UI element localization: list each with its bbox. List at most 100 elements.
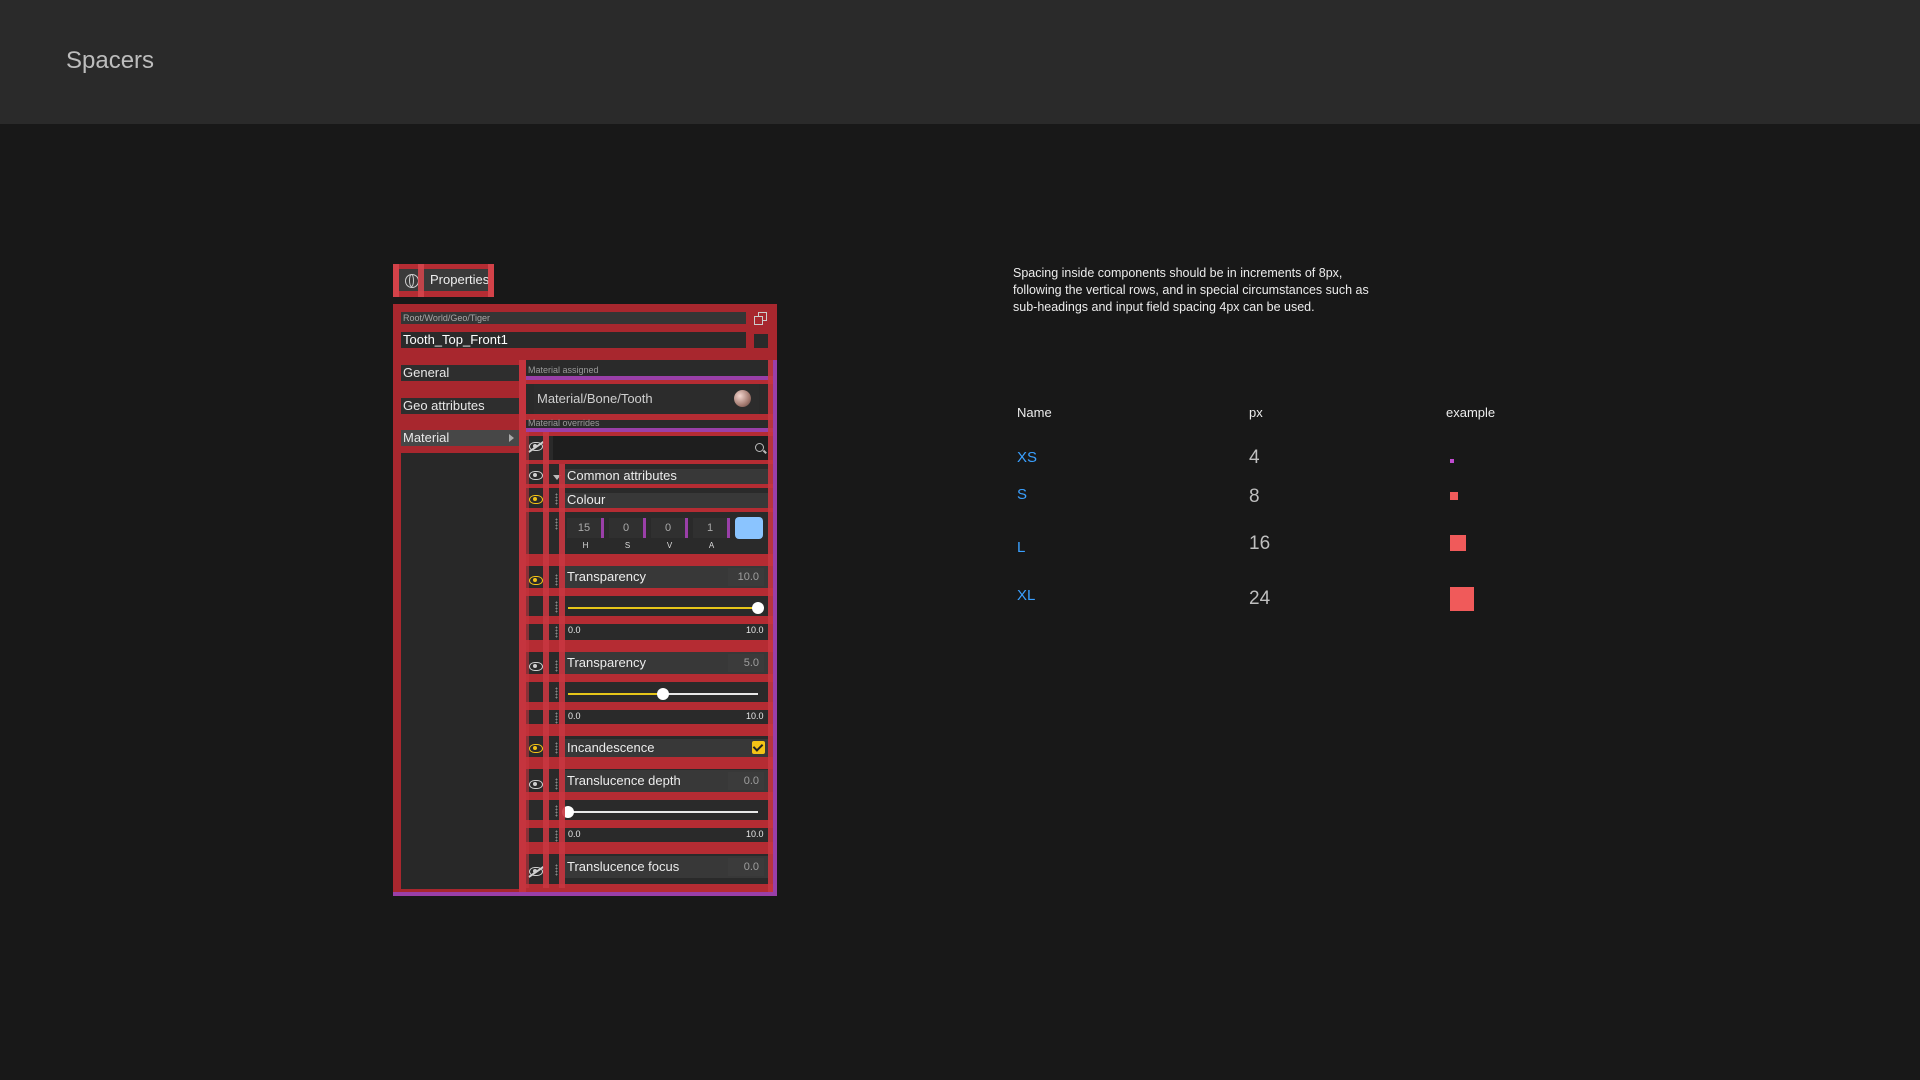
eye-icon[interactable] xyxy=(529,471,543,480)
eye-icon[interactable] xyxy=(529,576,543,585)
sidebar-item-geo-attributes[interactable]: Geo attributes xyxy=(401,398,519,414)
sidebar-item-material[interactable]: Material xyxy=(401,430,519,446)
grip-icon[interactable] xyxy=(555,626,558,638)
spacer-example-l xyxy=(1450,535,1466,551)
chevron-down-icon[interactable] xyxy=(553,475,561,480)
spacer-guide xyxy=(526,757,773,769)
breadcrumb: Root/World/Geo/Tiger xyxy=(401,312,746,324)
spacer-px-xs: 4 xyxy=(1249,447,1260,468)
incandescence-label: Incandescence xyxy=(567,740,655,755)
spacer-guide xyxy=(526,432,529,888)
eye-icon[interactable] xyxy=(529,780,543,789)
colour-label: Colour xyxy=(567,492,606,507)
grip-icon[interactable] xyxy=(555,712,558,724)
hue-input[interactable]: 15 xyxy=(567,518,604,538)
properties-panel: Properties Root/World/Geo/Tiger Tooth_To… xyxy=(393,264,777,896)
transparency-row: Transparency 10.0 xyxy=(565,566,768,588)
top-bar: Spacers xyxy=(0,0,1920,124)
spacer-guide xyxy=(526,380,773,384)
translucence-depth-value[interactable]: 0.0 xyxy=(728,772,764,790)
spacer-px-xl: 24 xyxy=(1249,588,1271,609)
eye-icon[interactable] xyxy=(529,744,543,753)
grip-icon[interactable] xyxy=(555,493,558,505)
spacer-guide xyxy=(543,432,549,888)
sidebar-item-general[interactable]: General xyxy=(401,365,519,381)
spacer-guide xyxy=(526,588,773,596)
transparency-label: Transparency xyxy=(567,655,646,670)
spacer-guide xyxy=(526,724,773,736)
transparency-slider-fill xyxy=(568,693,663,695)
spacer-guide xyxy=(488,264,494,297)
grip-icon[interactable] xyxy=(555,742,558,754)
search-input[interactable] xyxy=(553,436,773,460)
grip-icon[interactable] xyxy=(555,805,558,817)
spacer-guide-purple xyxy=(773,360,777,896)
column-header-example: example xyxy=(1446,405,1496,420)
properties-tab[interactable]: Properties xyxy=(393,264,494,297)
grip-icon[interactable] xyxy=(555,601,558,613)
grip-icon[interactable] xyxy=(555,778,558,790)
grip-icon[interactable] xyxy=(555,518,558,530)
translucence-focus-label: Translucence focus xyxy=(567,859,680,874)
material-overrides-label: Material overrides xyxy=(528,418,600,428)
translucence-slider-track[interactable] xyxy=(568,811,758,813)
transparency-slider-knob[interactable] xyxy=(752,602,764,614)
spacer-name-xs: XS xyxy=(1017,449,1038,466)
spacer-guide xyxy=(526,702,773,710)
spacer-px-l: 16 xyxy=(1249,533,1271,554)
spacer-guide xyxy=(393,264,399,297)
column-header-name: Name xyxy=(1017,405,1052,420)
spacer-guide-purple xyxy=(526,376,773,380)
material-field[interactable]: Material/Bone/Tooth xyxy=(534,384,759,414)
value-input[interactable]: 0 xyxy=(651,518,688,538)
translucence-slider-knob[interactable] xyxy=(562,806,574,818)
translucence-focus-value[interactable]: 0.0 xyxy=(728,858,764,876)
search-icon[interactable] xyxy=(755,443,764,452)
translucence-depth-label: Translucence depth xyxy=(567,773,681,788)
eye-icon[interactable] xyxy=(529,495,543,504)
saturation-input[interactable]: 0 xyxy=(609,518,646,538)
material-sphere-icon xyxy=(734,390,751,407)
grip-icon[interactable] xyxy=(555,574,558,586)
sidebar-item-label: Material xyxy=(403,430,450,445)
eye-off-icon[interactable] xyxy=(529,442,543,451)
copy-icon[interactable] xyxy=(754,312,768,326)
eye-off-icon[interactable] xyxy=(529,867,543,876)
colour-swatch[interactable] xyxy=(735,517,763,539)
transparency-value[interactable]: 10.0 xyxy=(728,568,764,586)
spacer-guide xyxy=(526,820,773,828)
spacer-guide xyxy=(526,460,773,464)
incandescence-checkbox[interactable] xyxy=(752,741,765,754)
spacing-description: Spacing inside components should be in i… xyxy=(1013,266,1369,314)
transparency-row: Transparency 5.0 xyxy=(565,652,768,674)
spacer-name-xl: XL xyxy=(1017,587,1036,604)
spacer-guide xyxy=(526,616,773,624)
alpha-input[interactable]: 1 xyxy=(693,518,730,538)
sidebar-empty-area xyxy=(401,453,519,889)
hsva-letter: A xyxy=(708,541,715,550)
spacer-guide xyxy=(526,792,773,800)
common-attributes-header[interactable]: Common attributes xyxy=(565,468,768,484)
spacer-guide xyxy=(526,484,773,488)
grip-icon[interactable] xyxy=(555,687,558,699)
colour-row: Colour xyxy=(565,492,768,508)
hsva-letter: S xyxy=(624,541,631,550)
spacer-guide xyxy=(526,414,773,420)
grip-icon[interactable] xyxy=(555,660,558,672)
eye-icon[interactable] xyxy=(529,662,543,671)
sidebar-item-label: General xyxy=(403,365,450,380)
spacer-guide xyxy=(526,674,773,682)
translucence-focus-row: Translucence focus 0.0 xyxy=(565,856,768,878)
object-name-field[interactable]: Tooth_Top_Front1 xyxy=(401,332,746,348)
sidebar-item-label: Geo attributes xyxy=(403,398,485,413)
grip-icon[interactable] xyxy=(555,864,558,876)
spacer-example-xs xyxy=(1450,459,1454,463)
transparency-value[interactable]: 5.0 xyxy=(728,654,764,672)
incandescence-row: Incandescence xyxy=(565,739,768,757)
slider-min: 0.0 xyxy=(568,829,581,839)
grip-icon[interactable] xyxy=(555,830,558,842)
spacer-name-s: S xyxy=(1017,486,1028,503)
slider-max: 10.0 xyxy=(746,711,764,721)
material-path: Material/Bone/Tooth xyxy=(537,391,653,406)
transparency-slider-knob[interactable] xyxy=(657,688,669,700)
